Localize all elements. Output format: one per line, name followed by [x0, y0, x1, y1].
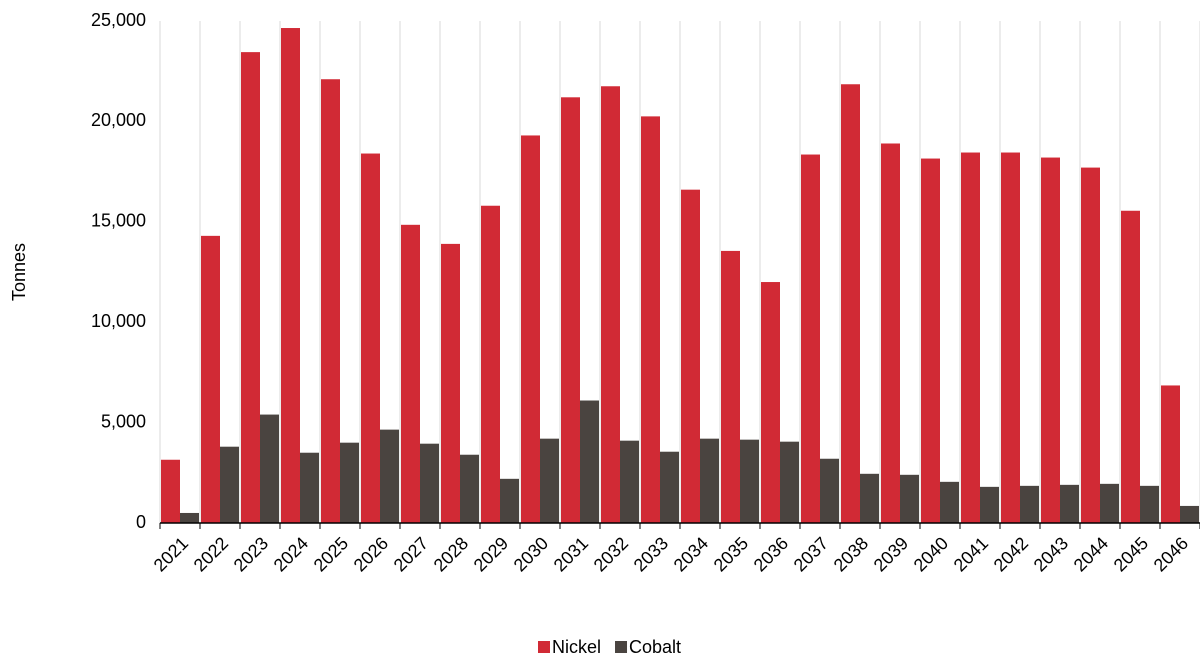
x-tick-label: 2022 — [190, 533, 232, 575]
x-tick-label: 2023 — [230, 533, 272, 575]
x-tick-label: 2021 — [150, 533, 192, 575]
x-tick-label: 2034 — [670, 533, 712, 575]
bar — [740, 439, 759, 523]
x-tick-label: 2036 — [750, 533, 792, 575]
x-tick-label: 2028 — [430, 533, 472, 575]
bar — [340, 442, 359, 523]
bar — [580, 400, 599, 523]
bar — [641, 116, 660, 523]
bar — [700, 438, 719, 523]
bar — [521, 135, 540, 523]
x-tick-label: 2025 — [310, 533, 352, 575]
bar — [780, 441, 799, 523]
x-tick-label: 2030 — [510, 533, 552, 575]
bar — [260, 414, 279, 523]
bar — [220, 446, 239, 523]
bar — [321, 79, 340, 524]
y-tick-label: 20,000 — [91, 110, 146, 130]
bar — [961, 152, 980, 524]
y-tick-label: 15,000 — [91, 211, 146, 231]
x-tick-label: 2029 — [470, 533, 512, 575]
legend-swatch — [538, 641, 550, 653]
bar — [481, 205, 500, 523]
bar — [1081, 167, 1100, 524]
bar — [300, 452, 319, 523]
bar — [980, 486, 999, 523]
x-tick-label: 2024 — [270, 533, 312, 575]
x-tick-label: 2039 — [870, 533, 912, 575]
bar — [1161, 385, 1180, 523]
x-tick-label: 2045 — [1110, 533, 1152, 575]
legend-label: Cobalt — [629, 637, 681, 657]
legend-label: Nickel — [552, 637, 601, 657]
bar — [921, 158, 940, 523]
y-tick-label: 25,000 — [91, 10, 146, 30]
bar — [441, 243, 460, 523]
x-tick-label: 2042 — [990, 533, 1032, 575]
bar — [1100, 483, 1119, 523]
bar — [1121, 210, 1140, 524]
bar — [361, 153, 380, 523]
x-tick-label: 2035 — [710, 533, 752, 575]
x-tick-label: 2040 — [910, 533, 952, 575]
bar — [1041, 157, 1060, 523]
bar — [201, 235, 220, 523]
x-tick-label: 2026 — [350, 533, 392, 575]
bar — [1180, 505, 1199, 523]
bar — [180, 512, 199, 523]
x-tick-label: 2043 — [1030, 533, 1072, 575]
x-tick-label: 2037 — [790, 533, 832, 575]
bar — [460, 454, 479, 523]
bar — [281, 28, 300, 523]
bar — [161, 459, 180, 523]
x-tick-label: 2027 — [390, 533, 432, 575]
bar — [660, 451, 679, 523]
x-tick-label: 2046 — [1150, 533, 1192, 575]
bar — [401, 224, 420, 523]
bar — [561, 97, 580, 523]
bar — [241, 52, 260, 524]
bar — [1060, 484, 1079, 523]
bar — [1020, 485, 1039, 523]
bar — [1001, 152, 1020, 524]
bar — [1140, 485, 1159, 523]
y-tick-label: 5,000 — [101, 411, 146, 431]
y-tick-label: 0 — [136, 512, 146, 532]
bar — [761, 282, 780, 523]
x-tick-label: 2044 — [1070, 533, 1112, 575]
bar — [620, 440, 639, 523]
bar — [820, 458, 839, 523]
y-axis-label: Tonnes — [9, 243, 29, 301]
bar — [860, 473, 879, 523]
bar — [420, 443, 439, 523]
x-tick-label: 2041 — [950, 533, 992, 575]
bar — [940, 481, 959, 523]
legend-swatch — [615, 641, 628, 653]
bar — [681, 189, 700, 523]
x-tick-label: 2038 — [830, 533, 872, 575]
bar — [540, 438, 559, 523]
bar — [601, 86, 620, 523]
bar — [380, 429, 399, 523]
x-tick-label: 2032 — [590, 533, 632, 575]
bar — [801, 154, 820, 524]
bar — [500, 478, 519, 523]
bar — [841, 84, 860, 523]
bar — [900, 474, 919, 523]
y-tick-label: 10,000 — [91, 311, 146, 331]
x-tick-label: 2031 — [550, 533, 592, 575]
x-tick-label: 2033 — [630, 533, 672, 575]
bar — [721, 250, 740, 523]
bar — [881, 143, 900, 523]
